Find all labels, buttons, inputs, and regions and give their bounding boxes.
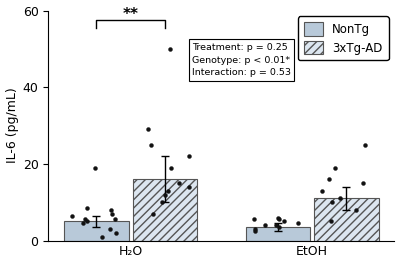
Point	[186, 154, 192, 158]
Point	[109, 212, 115, 216]
Point	[281, 219, 287, 224]
Point	[162, 192, 168, 197]
Point	[328, 200, 335, 204]
Point	[80, 221, 86, 225]
Point	[252, 229, 259, 233]
Point	[176, 181, 182, 185]
Point	[168, 166, 174, 170]
Point	[108, 208, 114, 212]
Point	[107, 227, 113, 231]
Point	[164, 189, 171, 193]
Point	[319, 189, 325, 193]
Point	[113, 231, 119, 235]
Point	[262, 223, 269, 227]
Point	[332, 166, 338, 170]
Text: Treatment: p = 0.25
Genotype: p < 0.01*
Interaction: p = 0.53: Treatment: p = 0.25 Genotype: p < 0.01* …	[192, 43, 291, 77]
Legend: NonTg, 3xTg-AD: NonTg, 3xTg-AD	[298, 16, 388, 60]
Point	[360, 181, 366, 185]
Point	[167, 47, 174, 51]
Point	[150, 212, 156, 216]
Point	[362, 143, 368, 147]
Text: **: **	[123, 7, 139, 22]
Point	[82, 217, 89, 221]
Point	[99, 235, 106, 239]
Point	[273, 223, 280, 227]
Point	[337, 196, 343, 201]
Bar	[314, 199, 379, 241]
Bar	[133, 179, 197, 241]
Point	[252, 227, 258, 231]
Point	[83, 219, 90, 224]
Bar	[246, 227, 310, 241]
Point	[353, 208, 359, 212]
Point	[112, 217, 118, 221]
Point	[145, 127, 152, 131]
Y-axis label: IL-6 (pg/mL): IL-6 (pg/mL)	[6, 88, 18, 163]
Point	[326, 177, 333, 181]
Point	[275, 225, 282, 229]
Point	[186, 185, 192, 189]
Point	[251, 217, 257, 221]
Point	[295, 221, 302, 225]
Point	[148, 143, 154, 147]
Point	[274, 215, 281, 220]
Point	[69, 214, 75, 218]
Point	[159, 200, 166, 204]
Point	[84, 206, 90, 210]
Point	[92, 166, 98, 170]
Bar	[64, 221, 128, 241]
Point	[328, 219, 334, 224]
Point	[275, 217, 282, 221]
